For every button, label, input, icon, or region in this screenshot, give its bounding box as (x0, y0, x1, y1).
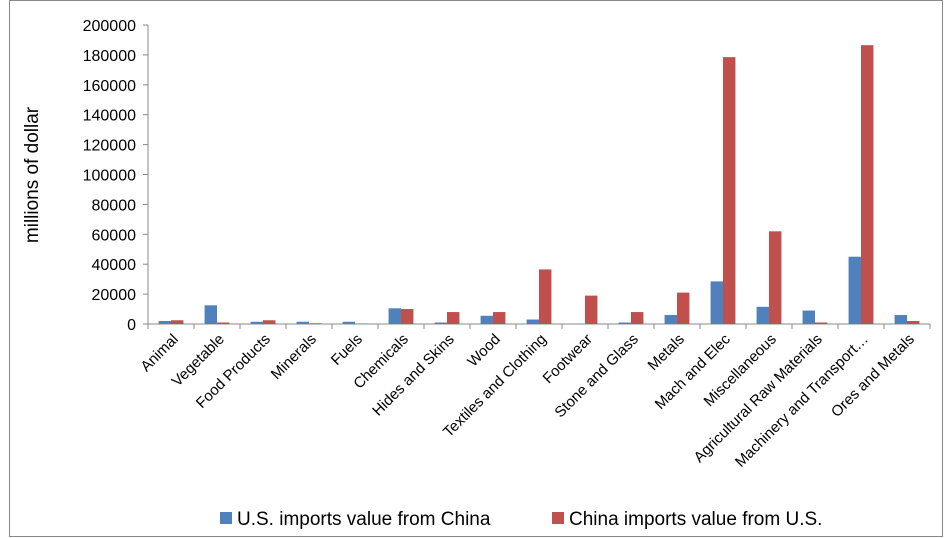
bar (769, 231, 782, 324)
x-tick-label: Metals (645, 331, 688, 374)
x-tick-label: Hides and Skins (369, 331, 458, 420)
bar (217, 322, 230, 324)
bar (848, 256, 861, 324)
y-tick-label: 20000 (92, 287, 137, 304)
x-tick-label: Stone and Glass (551, 331, 641, 421)
bar (815, 322, 828, 324)
bar (631, 312, 644, 324)
bar (342, 321, 355, 324)
y-tick-label: 0 (127, 317, 136, 334)
bar (664, 315, 677, 324)
y-tick-label: 200000 (83, 18, 136, 35)
y-tick-label: 100000 (83, 168, 136, 185)
bar (802, 310, 815, 324)
bar (861, 45, 874, 325)
bar (618, 322, 631, 324)
bar (756, 306, 769, 324)
bar (894, 315, 907, 324)
bar (526, 319, 539, 324)
bar (171, 320, 184, 324)
bar (263, 320, 276, 324)
y-tick-label: 120000 (83, 138, 136, 155)
bar (434, 322, 447, 324)
bar (907, 321, 920, 324)
y-tick-label: 40000 (92, 257, 137, 274)
y-tick-label: 60000 (92, 227, 137, 244)
bar (677, 292, 690, 324)
y-tick-label: 140000 (83, 108, 136, 125)
y-tick-label: 180000 (83, 48, 136, 65)
legend-label: U.S. imports value from China (237, 509, 491, 530)
legend-label: China imports value from U.S. (569, 509, 822, 530)
bar (723, 57, 736, 325)
chart-border (9, 0, 943, 537)
bar (480, 315, 493, 324)
bar (539, 269, 552, 324)
y-tick-label: 160000 (83, 78, 136, 95)
bar (250, 321, 263, 324)
bar (585, 295, 598, 324)
bar (204, 305, 217, 324)
x-tick-label: Wood (464, 331, 504, 371)
x-tick-label: Ores and Metals (828, 331, 918, 421)
x-tick-label: Fuels (328, 331, 366, 369)
bar (388, 308, 401, 324)
x-tick-label: Minerals (268, 331, 320, 383)
bar (493, 312, 506, 324)
bar (401, 309, 414, 324)
bar (447, 312, 460, 324)
bar (158, 321, 171, 324)
bar (710, 281, 723, 324)
legend-swatch (220, 512, 232, 524)
legend-swatch (552, 512, 564, 524)
bar (296, 321, 309, 324)
bar (309, 323, 322, 324)
y-tick-label: 80000 (92, 197, 137, 214)
y-axis-label: millions of dollar (22, 106, 43, 243)
x-tick-label: Animal (137, 331, 181, 375)
